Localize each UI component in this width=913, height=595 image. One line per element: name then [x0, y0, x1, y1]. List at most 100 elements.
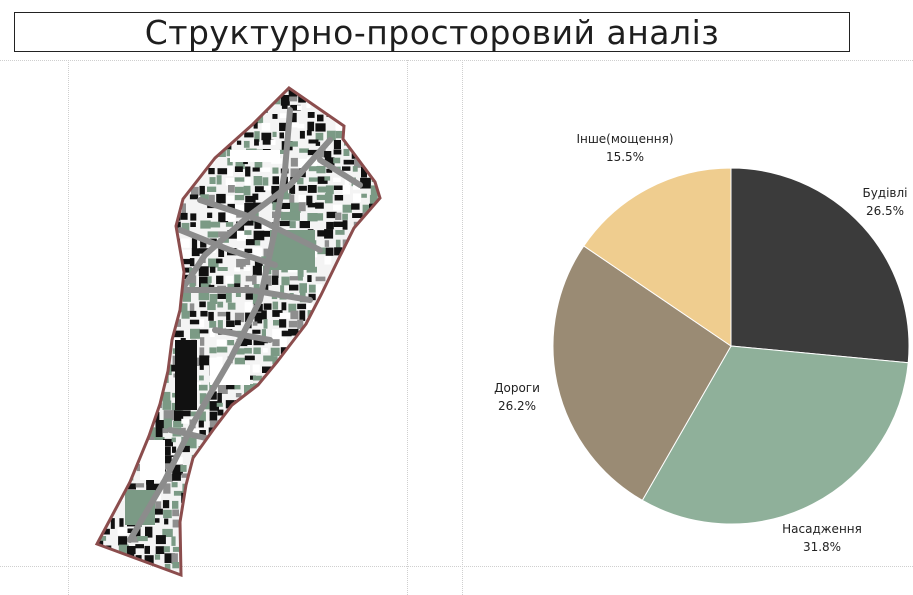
- map-block: [335, 122, 346, 130]
- map-block: [307, 213, 318, 222]
- map-block: [191, 428, 202, 434]
- map-block: [297, 266, 304, 277]
- map-block: [234, 384, 241, 390]
- map-block: [326, 221, 334, 230]
- map-block: [272, 275, 279, 285]
- map-block: [226, 195, 234, 203]
- map-block: [335, 212, 342, 220]
- map-block: [252, 375, 262, 381]
- map-block: [252, 321, 258, 326]
- map-block: [317, 114, 324, 122]
- map-block: [281, 276, 290, 286]
- map-block: [299, 283, 307, 293]
- map-block: [209, 293, 218, 304]
- map-block: [333, 177, 341, 182]
- map-block: [342, 166, 351, 171]
- map-block: [189, 275, 197, 286]
- map-block: [171, 482, 178, 488]
- map-block: [290, 122, 299, 128]
- map-block: [315, 141, 321, 146]
- map-block: [272, 131, 277, 137]
- map-block: [216, 339, 227, 346]
- map-block: [243, 220, 254, 226]
- map-block: [280, 285, 285, 294]
- map-block: [299, 310, 306, 321]
- map-block: [218, 212, 229, 223]
- map-block: [234, 267, 241, 272]
- map-block: [208, 194, 215, 206]
- map-block: [216, 402, 223, 407]
- map-block: [307, 121, 315, 132]
- map-block: [317, 186, 328, 193]
- map-block: [315, 123, 326, 132]
- map-block: [227, 203, 235, 210]
- map-block: [181, 222, 190, 231]
- map-block: [171, 364, 179, 372]
- map-block: [163, 483, 171, 494]
- map-block: [180, 410, 191, 417]
- map-block: [243, 266, 251, 271]
- map-block: [234, 177, 245, 182]
- map-block: [308, 177, 320, 182]
- map-block: [263, 185, 272, 191]
- map-block: [209, 328, 215, 337]
- map-block: [225, 400, 235, 409]
- map-block: [253, 284, 260, 289]
- map-block: [208, 258, 219, 268]
- map-block: [164, 518, 169, 525]
- map-block: [199, 355, 210, 366]
- map-block: [324, 193, 333, 204]
- map-block: [181, 238, 190, 248]
- map-block: [171, 536, 176, 546]
- map-block: [272, 356, 278, 365]
- map-block: [181, 203, 186, 214]
- map-road: [182, 287, 313, 303]
- map-block: [190, 213, 197, 221]
- map-block: [253, 347, 261, 355]
- map-block: [155, 501, 162, 509]
- map-block: [244, 132, 254, 138]
- map-road: [197, 197, 323, 253]
- map-block: [324, 256, 332, 265]
- map-block: [362, 204, 372, 215]
- map-block: [262, 348, 268, 353]
- map-block: [262, 284, 269, 295]
- map-block: [334, 195, 344, 201]
- map-block: [180, 258, 192, 265]
- map-block: [324, 229, 334, 239]
- map-block: [216, 356, 223, 367]
- map-block: [182, 267, 192, 273]
- map-block: [325, 247, 334, 256]
- map-block: [335, 230, 345, 235]
- map-block: [271, 185, 280, 194]
- map-block: [162, 438, 173, 447]
- map-block: [252, 167, 260, 172]
- map-block: [279, 113, 289, 119]
- map-block: [217, 267, 228, 271]
- slice-value-buildings: 26.5%: [866, 204, 904, 218]
- map-block: [209, 411, 218, 422]
- map-block: [189, 303, 195, 313]
- map-block: [162, 400, 172, 410]
- map-block: [333, 157, 341, 164]
- map-block: [180, 465, 187, 472]
- map-block: [145, 526, 153, 538]
- slice-value-other: 15.5%: [606, 150, 644, 164]
- map-block: [280, 95, 290, 106]
- map-block: [279, 312, 291, 319]
- map-block: [217, 409, 224, 416]
- map-block: [306, 130, 312, 136]
- map-block: [315, 132, 324, 141]
- map-block: [326, 168, 333, 173]
- map-block: [279, 337, 287, 348]
- map-block: [333, 149, 342, 155]
- map-block: [243, 185, 251, 196]
- map-block: [225, 275, 233, 287]
- map-block: [199, 393, 207, 404]
- map-block: [252, 274, 257, 285]
- map-block: [253, 337, 265, 346]
- map-block: [354, 158, 363, 168]
- map-block: [207, 301, 216, 311]
- map-block: [254, 312, 263, 324]
- guide-line: [0, 60, 913, 61]
